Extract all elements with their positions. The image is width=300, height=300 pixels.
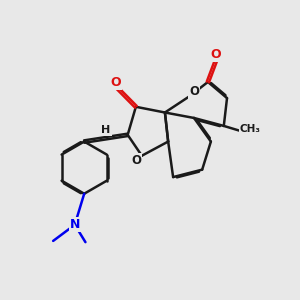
Text: O: O xyxy=(189,85,199,98)
Text: CH₃: CH₃ xyxy=(240,124,261,134)
Text: H: H xyxy=(101,125,111,135)
Text: O: O xyxy=(110,76,121,89)
Text: N: N xyxy=(70,218,80,231)
Text: O: O xyxy=(131,154,141,167)
Text: O: O xyxy=(211,48,221,61)
